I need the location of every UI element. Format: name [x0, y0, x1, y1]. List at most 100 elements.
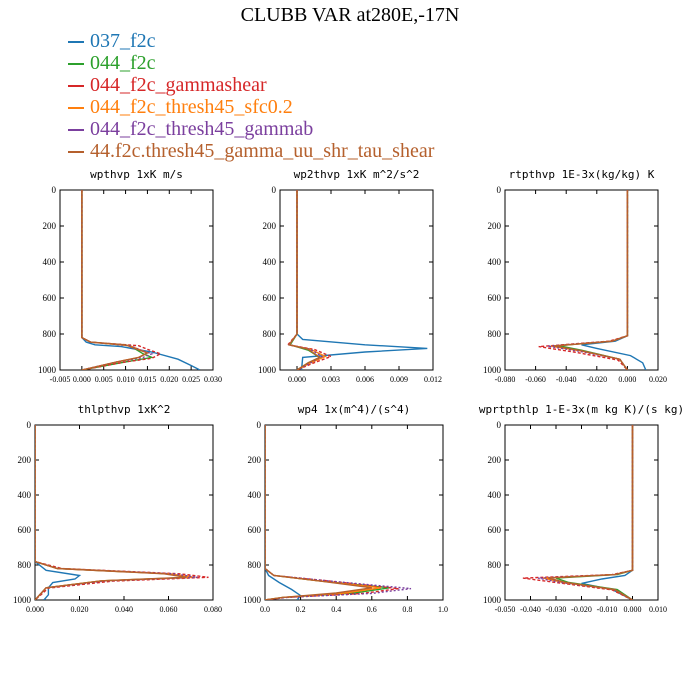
series-line: [265, 425, 399, 600]
legend-label: 037_f2c: [90, 30, 156, 52]
chart-panel: rtpthvp 1E-3x(kg/kg) K02004006008001000-…: [483, 168, 667, 384]
y-tick-label: 800: [248, 560, 262, 570]
x-tick-label: 0.000: [624, 605, 642, 614]
x-tick-label: 0.080: [204, 605, 222, 614]
y-tick-label: 1000: [243, 595, 262, 605]
x-tick-label: 0.8: [402, 605, 412, 614]
series-line: [81, 190, 154, 370]
x-tick-label: 0.012: [424, 375, 442, 384]
legend-line-swatch: [68, 151, 84, 154]
panel-title: thlpthvp 1xK^2: [78, 403, 171, 416]
series-line: [265, 425, 372, 600]
legend-label: 044_f2c_thresh45_sfc0.2: [90, 96, 293, 118]
x-tick-label: -0.020: [571, 605, 592, 614]
legend-entry: 044_f2c_thresh45_gammab: [68, 118, 434, 140]
series-line: [35, 425, 209, 600]
series-line: [287, 190, 324, 370]
x-tick-label: 0.010: [649, 605, 667, 614]
plot-frame: [264, 424, 444, 601]
y-tick-label: 200: [18, 455, 32, 465]
series-line: [81, 190, 155, 370]
y-tick-label: 1000: [38, 365, 57, 375]
y-tick-label: 0: [52, 185, 57, 195]
x-tick-label: -0.030: [546, 605, 567, 614]
x-tick-label: 0.015: [138, 375, 156, 384]
legend-entry: 037_f2c: [68, 30, 434, 52]
series-line: [35, 425, 187, 600]
y-tick-label: 200: [248, 455, 262, 465]
legend-entry: 044_f2c: [68, 52, 434, 74]
y-tick-label: 200: [488, 221, 502, 231]
series-line: [286, 190, 333, 370]
plot-frame: [504, 189, 659, 371]
panel-title: wp2thvp 1xK m^2/s^2: [294, 168, 420, 181]
panel-title: rtpthvp 1E-3x(kg/kg) K: [509, 168, 655, 181]
y-tick-label: 0: [497, 185, 502, 195]
x-tick-label: -0.010: [597, 605, 618, 614]
y-tick-label: 400: [488, 257, 502, 267]
x-tick-label: 0.000: [618, 375, 636, 384]
y-tick-label: 600: [43, 293, 57, 303]
y-tick-label: 1000: [13, 595, 32, 605]
x-tick-label: 0.006: [356, 375, 374, 384]
x-tick-label: -0.040: [520, 605, 541, 614]
legend-label: 044_f2c: [90, 52, 156, 74]
x-tick-label: -0.040: [556, 375, 577, 384]
legend-entry: 44.f2c.thresh45_gamma_uu_shr_tau_shear: [68, 140, 434, 162]
x-tick-label: 1.0: [438, 605, 448, 614]
y-tick-label: 400: [248, 490, 262, 500]
y-tick-label: 400: [263, 257, 277, 267]
x-tick-label: 0.060: [160, 605, 178, 614]
y-tick-label: 0: [497, 420, 502, 430]
legend-line-swatch: [68, 85, 84, 88]
y-tick-label: 600: [263, 293, 277, 303]
legend-entry: 044_f2c_gammashear: [68, 74, 434, 96]
y-tick-label: 800: [488, 560, 502, 570]
series-line: [265, 425, 302, 600]
y-tick-label: 200: [488, 455, 502, 465]
y-tick-label: 1000: [258, 365, 277, 375]
y-tick-label: 400: [18, 490, 32, 500]
series-line: [548, 425, 634, 600]
y-tick-label: 1000: [483, 595, 502, 605]
x-tick-label: 0.003: [322, 375, 340, 384]
series-line: [35, 425, 82, 600]
x-tick-label: 0.030: [204, 375, 222, 384]
panel-title: wp4 1x(m^4)/(s^4): [298, 403, 411, 416]
plot-frame: [59, 189, 214, 371]
y-tick-label: 600: [18, 525, 32, 535]
y-tick-label: 0: [27, 420, 32, 430]
plot-frame: [279, 189, 434, 371]
series-line: [81, 190, 150, 370]
y-tick-label: 0: [272, 185, 277, 195]
panel-title: wprtpthlp 1-E-3x(m kg K)/(s kg): [479, 403, 684, 416]
legend-line-swatch: [68, 129, 84, 132]
series-line: [265, 425, 412, 600]
series-line: [265, 425, 390, 600]
y-tick-label: 200: [43, 221, 57, 231]
y-tick-label: 400: [43, 257, 57, 267]
legend-label: 44.f2c.thresh45_gamma_uu_shr_tau_shear: [90, 140, 435, 162]
figure-title: CLUBB VAR at280E,-17N: [240, 4, 460, 26]
y-tick-label: 600: [488, 525, 502, 535]
x-tick-label: 0.000: [26, 605, 44, 614]
y-tick-label: 200: [263, 221, 277, 231]
legend-line-swatch: [68, 107, 84, 110]
x-tick-label: 0.4: [331, 605, 341, 614]
series-line: [287, 190, 322, 370]
series-line: [265, 425, 381, 600]
y-tick-label: 0: [257, 420, 262, 430]
series-line: [289, 190, 322, 370]
x-tick-label: 0.000: [73, 375, 91, 384]
x-tick-label: 0.020: [71, 605, 89, 614]
x-tick-label: -0.080: [495, 375, 516, 384]
legend-label: 044_f2c_gammashear: [90, 74, 267, 96]
x-tick-label: 0.005: [95, 375, 113, 384]
x-tick-label: 0.6: [367, 605, 377, 614]
legend-entry: 044_f2c_thresh45_sfc0.2: [68, 96, 434, 118]
series-line: [581, 425, 634, 600]
x-tick-label: 0.040: [115, 605, 133, 614]
legend-line-swatch: [68, 63, 84, 66]
